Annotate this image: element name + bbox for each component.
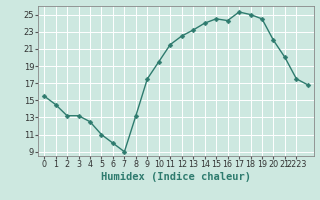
X-axis label: Humidex (Indice chaleur): Humidex (Indice chaleur) — [101, 172, 251, 182]
